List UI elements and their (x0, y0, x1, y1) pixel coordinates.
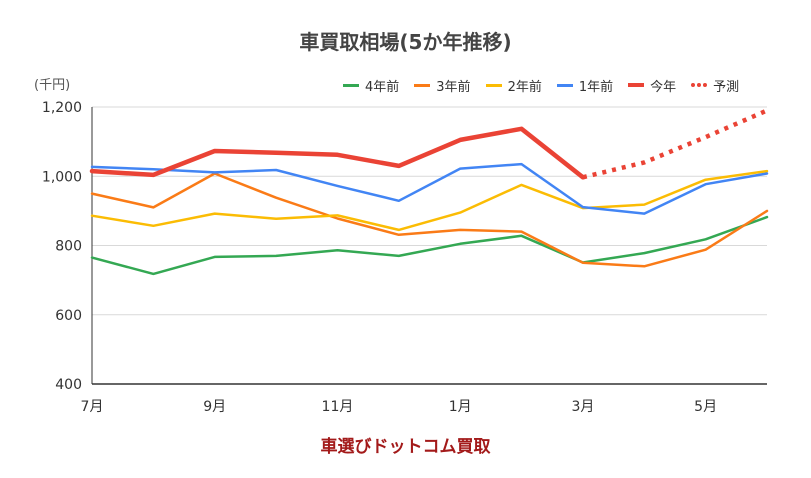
x-tick-labels: 7月 9月 11月 1月 3月 5月 (81, 399, 718, 415)
legend-item: 2年前 (485, 76, 542, 95)
x-tick-label: 7月 (81, 399, 104, 415)
legend-swatch (556, 83, 573, 87)
footer-caption: 車選びドットコム買取 (320, 437, 491, 457)
legend-label: 予測 (713, 79, 740, 95)
legend-item: 1年前 (556, 76, 614, 95)
series-line-3年前 (90, 172, 769, 268)
legend-swatch (343, 83, 359, 87)
y-tick-labels: 400 600 800 1,000 1,200 (42, 100, 82, 393)
x-tick-label: 9月 (203, 399, 226, 415)
legend-item: 3年前 (414, 76, 471, 95)
axes (91, 107, 767, 385)
y-axis-unit-label: (千円) (34, 78, 71, 93)
x-tick-label: 1月 (449, 399, 472, 415)
legend-label: 2年前 (507, 79, 542, 95)
chart-legend: 4年前 3年前 2年前 1年前 今年 予測 (343, 76, 740, 95)
legend-swatch (414, 83, 431, 87)
x-tick-label: 5月 (694, 399, 717, 415)
legend-swatch (628, 83, 645, 87)
y-tick-label: 400 (55, 377, 82, 393)
series-line-予測 (582, 108, 768, 180)
legend-item: 予測 (691, 76, 740, 95)
legend-swatch (691, 83, 708, 87)
y-tick-label: 800 (55, 239, 82, 255)
series-lines (89, 108, 769, 276)
series-line-1年前 (90, 162, 769, 215)
series-line-4年前 (90, 215, 769, 276)
legend-swatch (485, 83, 502, 87)
y-tick-label: 1,200 (42, 100, 82, 116)
grid-lines (92, 106, 767, 316)
legend-item: 今年 (628, 76, 677, 95)
legend-label: 3年前 (436, 79, 471, 95)
y-tick-label: 1,000 (42, 169, 82, 185)
x-tick-label: 3月 (571, 399, 594, 415)
legend-item: 4年前 (343, 76, 400, 95)
legend-label: 今年 (650, 79, 677, 95)
y-tick-label: 600 (55, 308, 82, 324)
series-line-2年前 (90, 169, 769, 232)
legend-label: 1年前 (578, 79, 614, 95)
series-line-今年 (89, 126, 586, 180)
chart-title: 車買取相場(5か年推移) (299, 30, 512, 54)
legend-label: 4年前 (365, 79, 400, 95)
x-tick-label: 11月 (322, 399, 354, 415)
